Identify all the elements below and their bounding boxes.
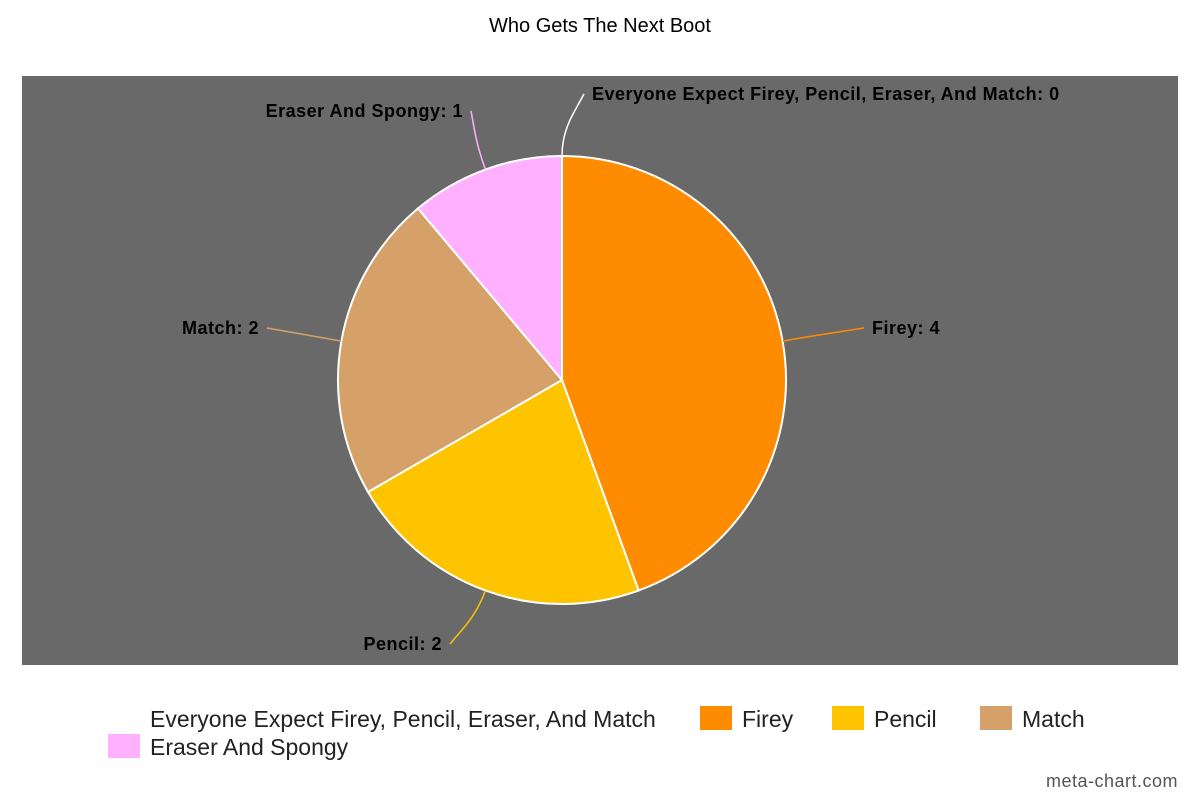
legend-swatch <box>700 706 732 730</box>
legend: Everyone Expect Firey, Pencil, Eraser, A… <box>108 705 1108 761</box>
legend-label: Match <box>1022 706 1085 732</box>
leader-line <box>561 93 585 157</box>
legend-label: Firey <box>742 706 794 732</box>
legend-label: Everyone Expect Firey, Pencil, Eraser, A… <box>150 706 656 732</box>
pie-slice-firey[interactable] <box>561 154 787 592</box>
data-label: Firey: 4 <box>872 318 940 338</box>
data-label: Match: 2 <box>182 318 259 338</box>
data-label: Pencil: 2 <box>363 634 442 654</box>
legend-row: Everyone Expect Firey, Pencil, Eraser, A… <box>108 705 1108 733</box>
data-label: Everyone Expect Firey, Pencil, Eraser, A… <box>592 84 1060 104</box>
pie-chart: Everyone Expect Firey, Pencil, Eraser, A… <box>22 76 1178 665</box>
leader-line <box>782 327 865 342</box>
chart-title: Who Gets The Next Boot <box>489 15 711 37</box>
legend-label: Pencil <box>874 706 937 732</box>
legend-swatch <box>832 706 864 730</box>
legend-swatch <box>108 706 140 730</box>
leader-line <box>266 327 342 342</box>
legend-row: Eraser And Spongy <box>108 733 1108 761</box>
data-label: Eraser And Spongy: 1 <box>266 101 463 121</box>
pie-slice-eraser-and-spongy[interactable] <box>416 154 563 383</box>
legend-label: Eraser And Spongy <box>150 734 349 760</box>
watermark[interactable]: meta-chart.com <box>1045 771 1178 791</box>
legend-swatch <box>980 706 1012 730</box>
pie-slice-pencil[interactable] <box>366 378 640 605</box>
leader-line <box>470 110 487 170</box>
legend-swatch <box>108 734 140 758</box>
plot-area: Everyone Expect Firey, Pencil, Eraser, A… <box>22 76 1178 665</box>
leader-line <box>449 590 487 645</box>
